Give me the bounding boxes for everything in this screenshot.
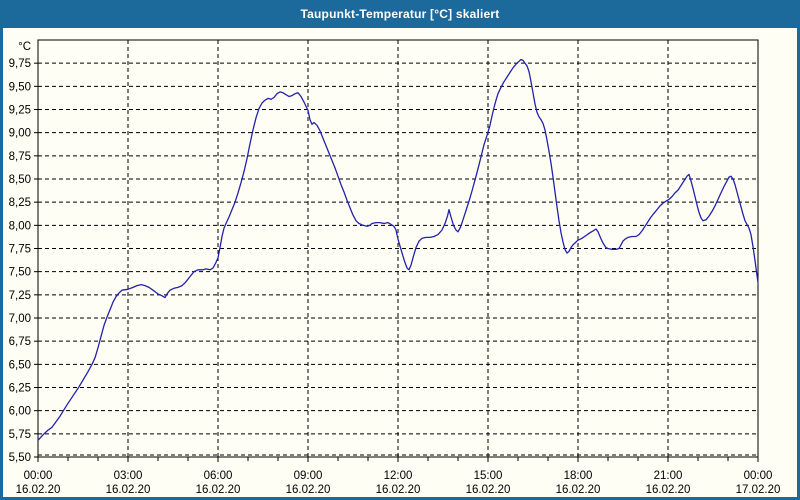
y-tick-label: 7,50: [9, 267, 31, 279]
x-tick-date-label: 16.02.20: [376, 484, 421, 496]
y-tick-label: 9,50: [9, 81, 31, 93]
x-tick-time-label: 18:00: [564, 470, 593, 482]
y-tick-label: 8,75: [9, 151, 31, 163]
x-tick-time-label: 09:00: [294, 470, 323, 482]
x-tick-time-label: 00:00: [24, 470, 53, 482]
y-tick-label: 6,75: [9, 336, 31, 348]
x-tick-time-label: 12:00: [384, 470, 413, 482]
y-tick-label: 8,00: [9, 220, 31, 232]
y-tick-label: 6,25: [9, 383, 31, 395]
y-tick-label: 9,25: [9, 105, 31, 117]
y-tick-label: 6,50: [9, 359, 31, 371]
y-tick-label: 8,25: [9, 197, 31, 209]
y-tick-label: 7,25: [9, 290, 31, 302]
x-tick-time-label: 00:00: [744, 470, 773, 482]
y-tick-label: 8,50: [9, 174, 31, 186]
x-tick-time-label: 21:00: [654, 470, 683, 482]
y-tick-label: 5,50: [9, 452, 31, 464]
x-tick-date-label: 16.02.20: [556, 484, 601, 496]
window-title: Taupunkt-Temperatur [°C] skaliert: [300, 7, 500, 21]
x-tick-date-label: 17.02.20: [736, 484, 781, 496]
window-titlebar: Taupunkt-Temperatur [°C] skaliert: [0, 0, 800, 28]
x-tick-date-label: 16.02.20: [196, 484, 241, 496]
y-tick-label: 9,00: [9, 128, 31, 140]
x-tick-date-label: 16.02.20: [286, 484, 331, 496]
x-tick-date-label: 16.02.20: [466, 484, 511, 496]
x-tick-date-label: 16.02.20: [16, 484, 61, 496]
y-tick-label: 7,00: [9, 313, 31, 325]
x-tick-time-label: 15:00: [474, 470, 503, 482]
temperature-line: [37, 58, 759, 441]
x-tick-time-label: 03:00: [114, 470, 143, 482]
chart-canvas: 5,50 5,75 6,00 6,25 6,50 6,75 7,00 7,25 7,50 7,75…: [9, 39, 781, 496]
y-tick-label: 5,75: [9, 429, 31, 441]
y-tick-label: 6,00: [9, 406, 31, 418]
x-tick-date-label: 16.02.20: [646, 484, 691, 496]
y-axis-unit-label: °C: [18, 41, 31, 53]
x-tick-date-label: 16.02.20: [106, 484, 151, 496]
x-tick-time-label: 06:00: [204, 470, 233, 482]
y-tick-label: 7,75: [9, 244, 31, 256]
y-tick-label: 9,75: [9, 58, 31, 70]
chart-content: 5,50 5,75 6,00 6,25 6,50 6,75 7,00 7,25 7,50 7,75…: [3, 28, 797, 497]
